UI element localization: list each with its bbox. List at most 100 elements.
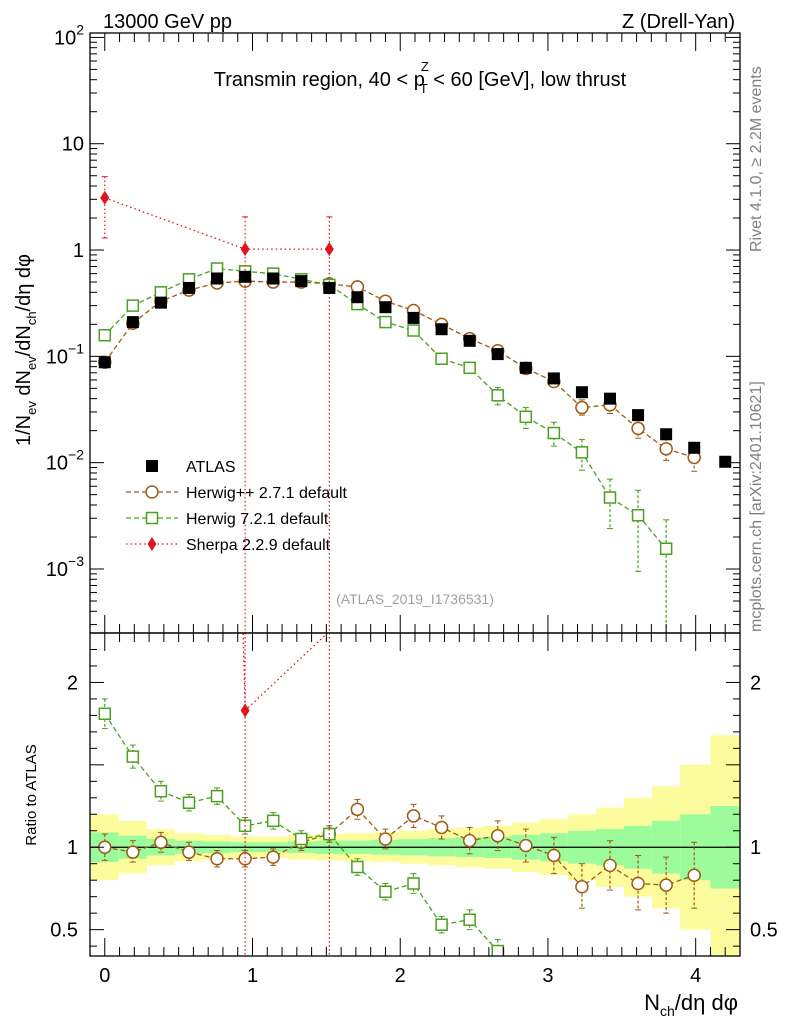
- main-herwig7-point-2: [154, 286, 168, 299]
- main-herwig7-point-14: [491, 389, 504, 402]
- ratio-ytick-label-left-1: 1: [67, 837, 78, 859]
- main-title-part-b: < 60 [GeV], low thrust: [428, 69, 627, 91]
- main-atlas-point-3: [182, 281, 195, 294]
- ratio-herwigpp-point-10: [378, 832, 393, 846]
- ratio-herwigpp-point-1: [126, 845, 140, 859]
- main-ylabel: 1/Nev dNev/dNch/dη dφ: [13, 254, 39, 446]
- legend-marker-herwig7: [145, 511, 159, 525]
- main-ylabel-s3: ch: [24, 311, 39, 325]
- main-atlas-point-4: [211, 272, 224, 285]
- ratio-herwig7-point-1: [126, 750, 140, 763]
- ratio-herwig7-point-4: [210, 789, 224, 803]
- main-atlas-point-15: [519, 361, 532, 374]
- xlabel-sub: ch: [660, 1003, 675, 1019]
- ratio-herwig7-point-10: [379, 885, 392, 898]
- main-sherpa-point-2: [324, 242, 334, 257]
- main-herwig7-point-18: [603, 491, 617, 504]
- main-atlas-point-7: [295, 275, 308, 288]
- legend-marker-sherpa: [147, 537, 157, 551]
- main-atlas-point-8: [323, 281, 336, 294]
- main-series-atlas: [98, 270, 732, 468]
- ratio-herwig7-point-9: [351, 860, 364, 874]
- main-ylabel-d: /dη dφ: [13, 254, 35, 311]
- main-ytick-label-2: 1: [73, 240, 84, 262]
- ratio-sherpa-point-1: [240, 703, 250, 718]
- rivet-label: Rivet 4.1.0, ≥ 2.2M events: [748, 66, 765, 252]
- main-ylabel-a: 1/N: [13, 415, 35, 446]
- ratio-ylabel: Ratio to ATLAS: [23, 744, 40, 845]
- main-herwig7-point-0: [98, 328, 112, 342]
- main-atlas-point-1: [126, 316, 139, 329]
- ratio-herwig7-point-2: [154, 784, 168, 798]
- ratio-ytick-label-right-1: 1: [750, 837, 761, 859]
- ratio-herwig7-point-12: [435, 918, 448, 931]
- main-sherpa-point-0: [100, 190, 110, 205]
- legend-marker-atlas: [146, 460, 158, 472]
- ratio-herwigpp-point-5: [238, 852, 252, 866]
- ratio-herwig7-point-13: [463, 913, 476, 926]
- ratio-herwigpp-point-11: [406, 809, 421, 823]
- main-atlas-point-17: [575, 386, 588, 399]
- main-atlas-point-13: [463, 334, 476, 347]
- main-atlas-point-0: [98, 356, 111, 369]
- ratio-herwig7-point-14: [491, 944, 504, 956]
- main-ytick-label-4: 10−2: [46, 447, 84, 475]
- main-herwig7-point-19: [631, 509, 645, 522]
- main-ytick-label-0: 102: [54, 21, 84, 49]
- ratio-herwig7-point-7: [295, 832, 308, 846]
- main-herwig7-point-16: [547, 426, 561, 440]
- ratio-ytick-label-right-2: 0.5: [750, 920, 778, 942]
- main-atlas-point-12: [435, 323, 448, 336]
- main-sherpa-line: [104, 197, 330, 250]
- main-atlas-point-9: [351, 291, 364, 304]
- ratio-uncertainty-bands: [90, 735, 740, 956]
- main-ylabel-c: /dN: [13, 325, 35, 356]
- main-herwigpp-point-19: [631, 421, 645, 436]
- main-atlas-point-20: [660, 428, 673, 441]
- ratio-herwigpp-point-13: [462, 833, 477, 848]
- main-ylabel-s1: ev: [24, 401, 39, 415]
- main-herwig7-point-12: [435, 352, 448, 365]
- main-atlas-point-5: [239, 270, 252, 283]
- main-atlas-point-19: [632, 409, 645, 422]
- ratio-herwigpp-point-20: [659, 878, 673, 892]
- xlabel-b: /dη dφ: [675, 990, 738, 1015]
- legend: ATLAS Herwig++ 2.7.1 default Herwig 7.2.1 …: [126, 459, 348, 554]
- legend-label-herwig7: Herwig 7.2.1 default: [186, 511, 329, 528]
- ratio-herwigpp-point-12: [434, 820, 449, 835]
- main-herwig7-point-10: [379, 315, 392, 329]
- legend-label-herwigpp: Herwig++ 2.7.1 default: [186, 485, 348, 502]
- main-ylabel-s2: ev: [24, 356, 39, 370]
- xtick-label-0: 0: [99, 965, 110, 987]
- main-series-sherpa: [100, 176, 334, 633]
- ratio-herwigpp-point-18: [603, 858, 617, 873]
- main-atlas-point-22: [719, 455, 732, 468]
- main-herwig7-point-13: [463, 361, 476, 375]
- ratio-herwigpp-point-4: [210, 852, 224, 866]
- main-atlas-point-6: [267, 272, 280, 285]
- ratio-herwigpp-point-16: [547, 848, 561, 863]
- main-ylabel-b: dN: [13, 370, 35, 401]
- ratio-panel-data: [98, 633, 701, 956]
- xtick-label-2: 2: [395, 965, 406, 987]
- main-series-herwig7: [98, 262, 673, 633]
- main-title: Transmin region, 40 < pZ T < 60 [GeV], lo…: [214, 59, 627, 96]
- xlabel: Nch/dη dφ: [644, 990, 738, 1019]
- legend-marker-herwigpp: [145, 485, 159, 499]
- main-herwigpp-point-9: [350, 280, 365, 294]
- legend-label-sherpa: Sherpa 2.2.9 default: [186, 537, 331, 554]
- analysis-id: (ATLAS_2019_I1736531): [336, 591, 494, 607]
- ratio-herwigpp-point-3: [182, 845, 196, 859]
- xlabel-a: N: [644, 990, 660, 1015]
- main-ytick-label-1: 10: [62, 134, 84, 156]
- ratio-ytick-label-right-0: 2: [750, 672, 761, 694]
- main-herwigpp-line: [104, 280, 695, 459]
- main-atlas-point-16: [547, 372, 560, 385]
- main-atlas-point-2: [154, 296, 167, 309]
- ratio-herwigpp-point-21: [687, 868, 701, 882]
- ratio-series-sherpa: [101, 633, 330, 956]
- ratio-herwigpp-point-9: [350, 802, 365, 817]
- main-title-sub: T: [420, 81, 428, 96]
- ratio-ytick-label-left-2: 0.5: [50, 920, 78, 942]
- main-herwig7-point-4: [210, 262, 224, 275]
